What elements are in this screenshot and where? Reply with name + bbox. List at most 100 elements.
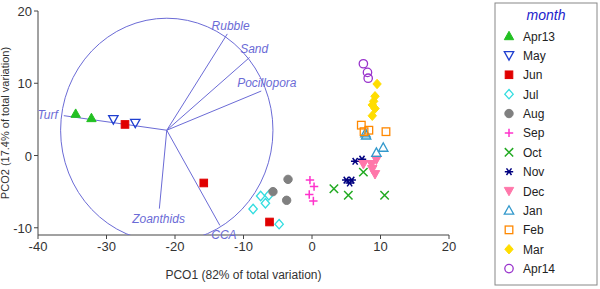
point [380,191,388,199]
series [358,121,390,135]
point [282,196,290,204]
x-tick-label: -20 [166,239,185,254]
legend-marker [505,129,513,137]
point [371,92,379,101]
point [359,160,368,168]
y-axis [38,11,39,235]
vector [159,130,166,208]
vector [167,34,228,130]
x-tick-label: 0 [308,239,315,254]
legend-label: Aug [523,107,544,121]
legend-label: Jan [523,204,542,218]
series [330,168,389,200]
series [71,109,96,122]
point [382,128,390,136]
point [345,180,353,187]
series [305,176,318,205]
legend-marker [505,148,513,156]
plot-area [61,18,390,235]
legend-marker [505,89,513,98]
x-axis-title: PCO1 (82% of total variation) [165,268,321,282]
point [284,175,292,183]
point [368,166,377,174]
point [364,74,372,82]
legend-label: Mar [523,243,544,257]
x-tick-label: -10 [234,239,253,254]
point [249,204,257,213]
y-tick [34,83,38,84]
point [359,60,367,68]
y-tick [34,11,38,12]
y-tick-label: 0 [25,149,32,164]
y-tick-label: 20 [18,4,32,19]
series [249,191,283,229]
point [266,218,274,226]
vector-circle [61,18,273,235]
legend-label: Sep [523,126,545,140]
legend-marker [505,168,513,175]
legend-marker [505,226,513,234]
y-tick [34,155,38,156]
point [256,191,264,200]
y-tick-label: -10 [13,221,32,236]
chart: -40-30-20-1001020-1001020PCO1 (82% of to… [0,0,600,289]
y-tick [34,227,38,228]
legend-label: Nov [523,165,544,179]
legend-title: month [527,7,566,23]
vector-label: Rubble [212,19,250,33]
vector [167,57,250,130]
legend-marker [504,52,513,60]
legend-label: Apr13 [523,30,555,44]
x-tick-label: -40 [29,239,48,254]
legend-marker [504,187,513,195]
point [269,187,277,195]
legend-marker [505,109,513,117]
x-tick-label: 10 [373,239,387,254]
legend-marker [504,31,513,39]
point [330,185,338,193]
series [121,121,273,226]
vector-label: Turf [37,108,59,122]
point [71,109,80,117]
series [269,175,292,204]
series [359,60,372,83]
point [373,79,381,88]
point [121,121,129,129]
point [310,182,318,190]
legend-label: Feb [523,223,544,237]
point [309,197,317,205]
series [359,156,381,179]
x-tick-label: -30 [97,239,116,254]
point [361,131,370,139]
point [131,119,140,127]
point [305,190,313,198]
point [275,219,283,228]
y-axis-title: PCO2 (17.4% of total variation) [0,47,11,199]
legend-label: Dec [523,185,544,199]
series [109,116,140,128]
legend-label: Jul [523,88,538,102]
legend-label: May [523,49,546,63]
point [306,176,314,184]
x-tick-label: 20 [442,239,456,254]
legend-marker [504,206,513,214]
legend-box [495,3,597,285]
point [368,100,376,109]
vector-label: Zoanthids [131,212,185,226]
legend-label: Jun [523,68,542,82]
point [109,116,118,124]
vector-label: Sand [240,42,268,56]
legend-marker [505,245,513,254]
point [365,126,373,134]
vector [167,91,261,130]
point [372,156,381,164]
series [368,79,381,120]
legend-label: Oct [523,146,542,160]
legend-marker [505,264,513,272]
vector [64,116,167,131]
point [344,191,352,199]
legend-label: Apr14 [523,262,555,276]
point [379,143,388,151]
point [200,179,208,187]
vector-label: Pocillopora [237,76,297,90]
